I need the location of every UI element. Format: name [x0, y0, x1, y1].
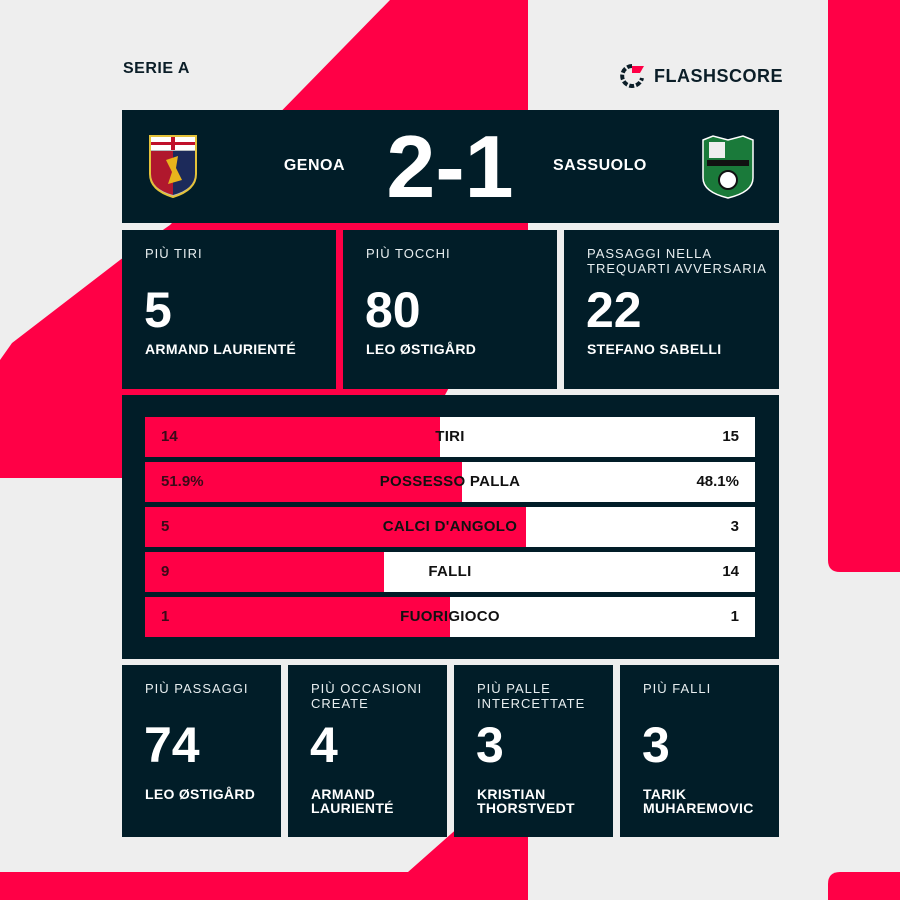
league-title: SERIE A	[123, 60, 190, 77]
stat-label: TIRI	[435, 428, 465, 445]
card-value: 3	[476, 717, 504, 773]
match-score: 2-1	[386, 117, 514, 216]
card-value: 74	[144, 717, 200, 773]
flashscore-logo[interactable]: FLASHSCORE	[618, 62, 783, 90]
card-player: LEO ØSTIGÅRD	[366, 341, 477, 357]
bottom-card-chances: PIÙ OCCASIONI CREATE 4 ARMAND LAURIENTÉ	[288, 665, 447, 837]
scoreboard: GENOA 2-1 SASSUOLO	[122, 110, 779, 223]
genoa-crest-icon	[149, 135, 197, 198]
stat-row: 1 FUORIGIOCO 1	[145, 597, 755, 637]
brand-name: FLASHSCORE	[654, 65, 784, 86]
card-label: PIÙ FALLI	[643, 681, 712, 696]
away-value: 48.1%	[696, 473, 739, 490]
away-value: 3	[730, 518, 739, 535]
card-label: PIÙ PASSAGGI	[145, 681, 249, 696]
stat-label: POSSESSO PALLA	[379, 473, 521, 490]
home-share-bar	[145, 552, 384, 592]
card-value: 22	[586, 282, 642, 338]
top-card-final-third-passes: PASSAGGI NELLA TREQUARTI AVVERSARIA 22 S…	[564, 230, 779, 389]
top-card-shots: PIÙ TIRI 5 ARMAND LAURIENTÉ	[122, 230, 336, 389]
stat-row: 14 TIRI 15	[145, 417, 755, 457]
stat-label: FUORIGIOCO	[400, 608, 500, 625]
card-label: PIÙ PALLE INTERCETTATE	[477, 681, 586, 711]
home-share-bar	[145, 462, 462, 502]
home-value: 5	[161, 518, 170, 535]
stat-row: 5 CALCI D'ANGOLO 3	[145, 507, 755, 547]
away-team-name: SASSUOLO	[553, 157, 647, 174]
bottom-card-interceptions: PIÙ PALLE INTERCETTATE 3 KRISTIAN THORST…	[454, 665, 613, 837]
away-value: 14	[722, 563, 739, 580]
home-share-bar	[145, 597, 450, 637]
home-value: 9	[161, 563, 170, 580]
home-value: 14	[161, 428, 178, 445]
away-value: 15	[722, 428, 739, 445]
card-label: PIÙ OCCASIONI CREATE	[311, 681, 423, 711]
home-share-bar	[145, 417, 440, 457]
flashscore-logo-icon	[620, 64, 644, 88]
card-player: TARIK MUHAREMOVIC	[643, 786, 754, 816]
stat-label: FALLI	[428, 563, 472, 580]
card-player: ARMAND LAURIENTÉ	[145, 341, 297, 357]
sassuolo-crest-icon	[702, 135, 754, 199]
home-value: 51.9%	[161, 473, 204, 490]
stat-row: 51.9% POSSESSO PALLA 48.1%	[145, 462, 755, 502]
home-share-bar	[145, 507, 527, 547]
home-team-name: GENOA	[283, 157, 345, 174]
top-card-touches: PIÙ TOCCHI 80 LEO ØSTIGÅRD	[343, 230, 557, 389]
stat-label: CALCI D'ANGOLO	[382, 518, 518, 535]
away-value: 1	[730, 608, 739, 625]
home-value: 1	[161, 608, 170, 625]
bottom-card-fouls: PIÙ FALLI 3 TARIK MUHAREMOVIC	[620, 665, 779, 837]
stat-row: 9 FALLI 14	[145, 552, 755, 592]
card-value: 80	[365, 282, 421, 338]
card-value: 5	[144, 282, 172, 338]
card-label: PIÙ TIRI	[145, 246, 203, 261]
card-player: STEFANO SABELLI	[587, 341, 722, 357]
card-value: 4	[310, 717, 338, 773]
card-label: PIÙ TOCCHI	[366, 246, 451, 261]
card-player: LEO ØSTIGÅRD	[145, 786, 256, 802]
bottom-card-passes: PIÙ PASSAGGI 74 LEO ØSTIGÅRD	[122, 665, 281, 837]
card-player: ARMAND LAURIENTÉ	[311, 786, 394, 816]
card-value: 3	[642, 717, 670, 773]
card-player: KRISTIAN THORSTVEDT	[477, 786, 575, 816]
card-label: PASSAGGI NELLA TREQUARTI AVVERSARIA	[587, 246, 767, 276]
stats-panel: 14 TIRI 15 51.9% POSSESSO PALLA 48.1% 5 CALCI…	[122, 395, 779, 659]
